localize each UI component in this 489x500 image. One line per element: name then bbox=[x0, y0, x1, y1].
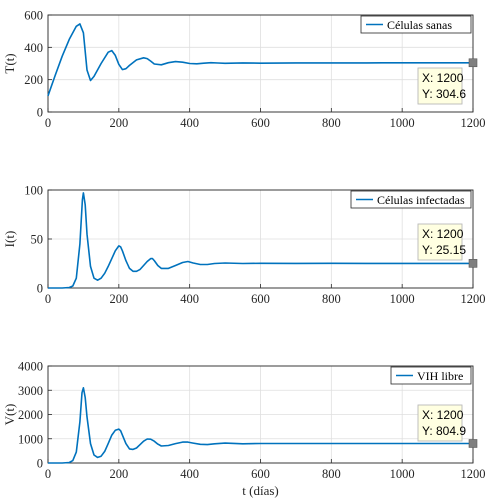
y-tick-label: 4000 bbox=[18, 360, 43, 374]
axes-box bbox=[47, 365, 474, 464]
datatip-x-label: X: 1200 bbox=[422, 408, 464, 422]
y-axis-label: T(t) bbox=[2, 53, 17, 73]
y-tick-label: 600 bbox=[24, 9, 43, 23]
x-tick-label: 200 bbox=[109, 292, 128, 306]
x-tick-label: 1000 bbox=[390, 467, 415, 481]
y-axis-label: V(t) bbox=[2, 404, 17, 426]
datatip-box bbox=[417, 404, 463, 442]
y-axis-label: I(t) bbox=[2, 231, 17, 248]
x-tick-label: 0 bbox=[45, 467, 51, 481]
y-tick-label: 3000 bbox=[18, 384, 43, 398]
x-tick-label: 600 bbox=[251, 116, 270, 130]
x-tick-label: 400 bbox=[180, 292, 199, 306]
x-tick-label: 1000 bbox=[390, 116, 415, 130]
x-tick-label: 200 bbox=[109, 116, 128, 130]
x-tick-label: 1200 bbox=[461, 467, 486, 481]
datatip-x-label: X: 1200 bbox=[422, 71, 464, 85]
x-tick-label: 800 bbox=[322, 292, 341, 306]
y-tick-label: 400 bbox=[24, 41, 43, 55]
series-line bbox=[47, 23, 473, 97]
y-tick-label: 0 bbox=[37, 282, 43, 296]
legend-box bbox=[390, 366, 472, 385]
x-tick-label: 400 bbox=[180, 116, 199, 130]
datatip-y-label: Y: 304.6 bbox=[422, 87, 466, 101]
x-tick-label: 600 bbox=[251, 292, 270, 306]
y-tick-label: 1000 bbox=[18, 432, 43, 446]
legend-label: Células sanas bbox=[387, 18, 452, 32]
x-tick-label: 0 bbox=[45, 116, 51, 130]
y-tick-label: 0 bbox=[37, 106, 43, 120]
y-tick-label: 0 bbox=[37, 457, 43, 471]
legend-label: VIH libre bbox=[417, 369, 463, 383]
y-tick-label: 2000 bbox=[18, 408, 43, 422]
x-tick-label: 1200 bbox=[461, 116, 486, 130]
x-tick-label: 600 bbox=[251, 467, 270, 481]
x-tick-label: 1200 bbox=[461, 292, 486, 306]
x-tick-label: 1000 bbox=[390, 292, 415, 306]
x-tick-label: 800 bbox=[322, 467, 341, 481]
y-tick-label: 50 bbox=[31, 233, 44, 247]
datatip-marker bbox=[468, 259, 478, 268]
datatip-box bbox=[417, 223, 463, 261]
datatip-x-label: X: 1200 bbox=[422, 227, 464, 241]
x-tick-label: 400 bbox=[180, 467, 199, 481]
datatip-box bbox=[417, 67, 463, 105]
x-tick-label: 200 bbox=[109, 467, 128, 481]
series-line bbox=[48, 386, 473, 464]
x-axis-label: t (días) bbox=[242, 483, 278, 498]
legend-box bbox=[350, 190, 472, 209]
x-tick-label: 800 bbox=[322, 116, 341, 130]
datatip-marker bbox=[468, 58, 478, 68]
series-line bbox=[48, 192, 473, 289]
legend-box bbox=[360, 15, 472, 34]
datatip-marker bbox=[468, 439, 478, 448]
y-tick-label: 100 bbox=[24, 184, 43, 198]
datatip-y-label: Y: 804.9 bbox=[422, 424, 466, 438]
x-tick-label: 0 bbox=[45, 292, 51, 306]
datatip-y-label: Y: 25.15 bbox=[422, 243, 466, 257]
y-tick-label: 200 bbox=[24, 73, 43, 87]
axes-box bbox=[47, 189, 474, 289]
legend-label: Células infectadas bbox=[377, 193, 465, 207]
